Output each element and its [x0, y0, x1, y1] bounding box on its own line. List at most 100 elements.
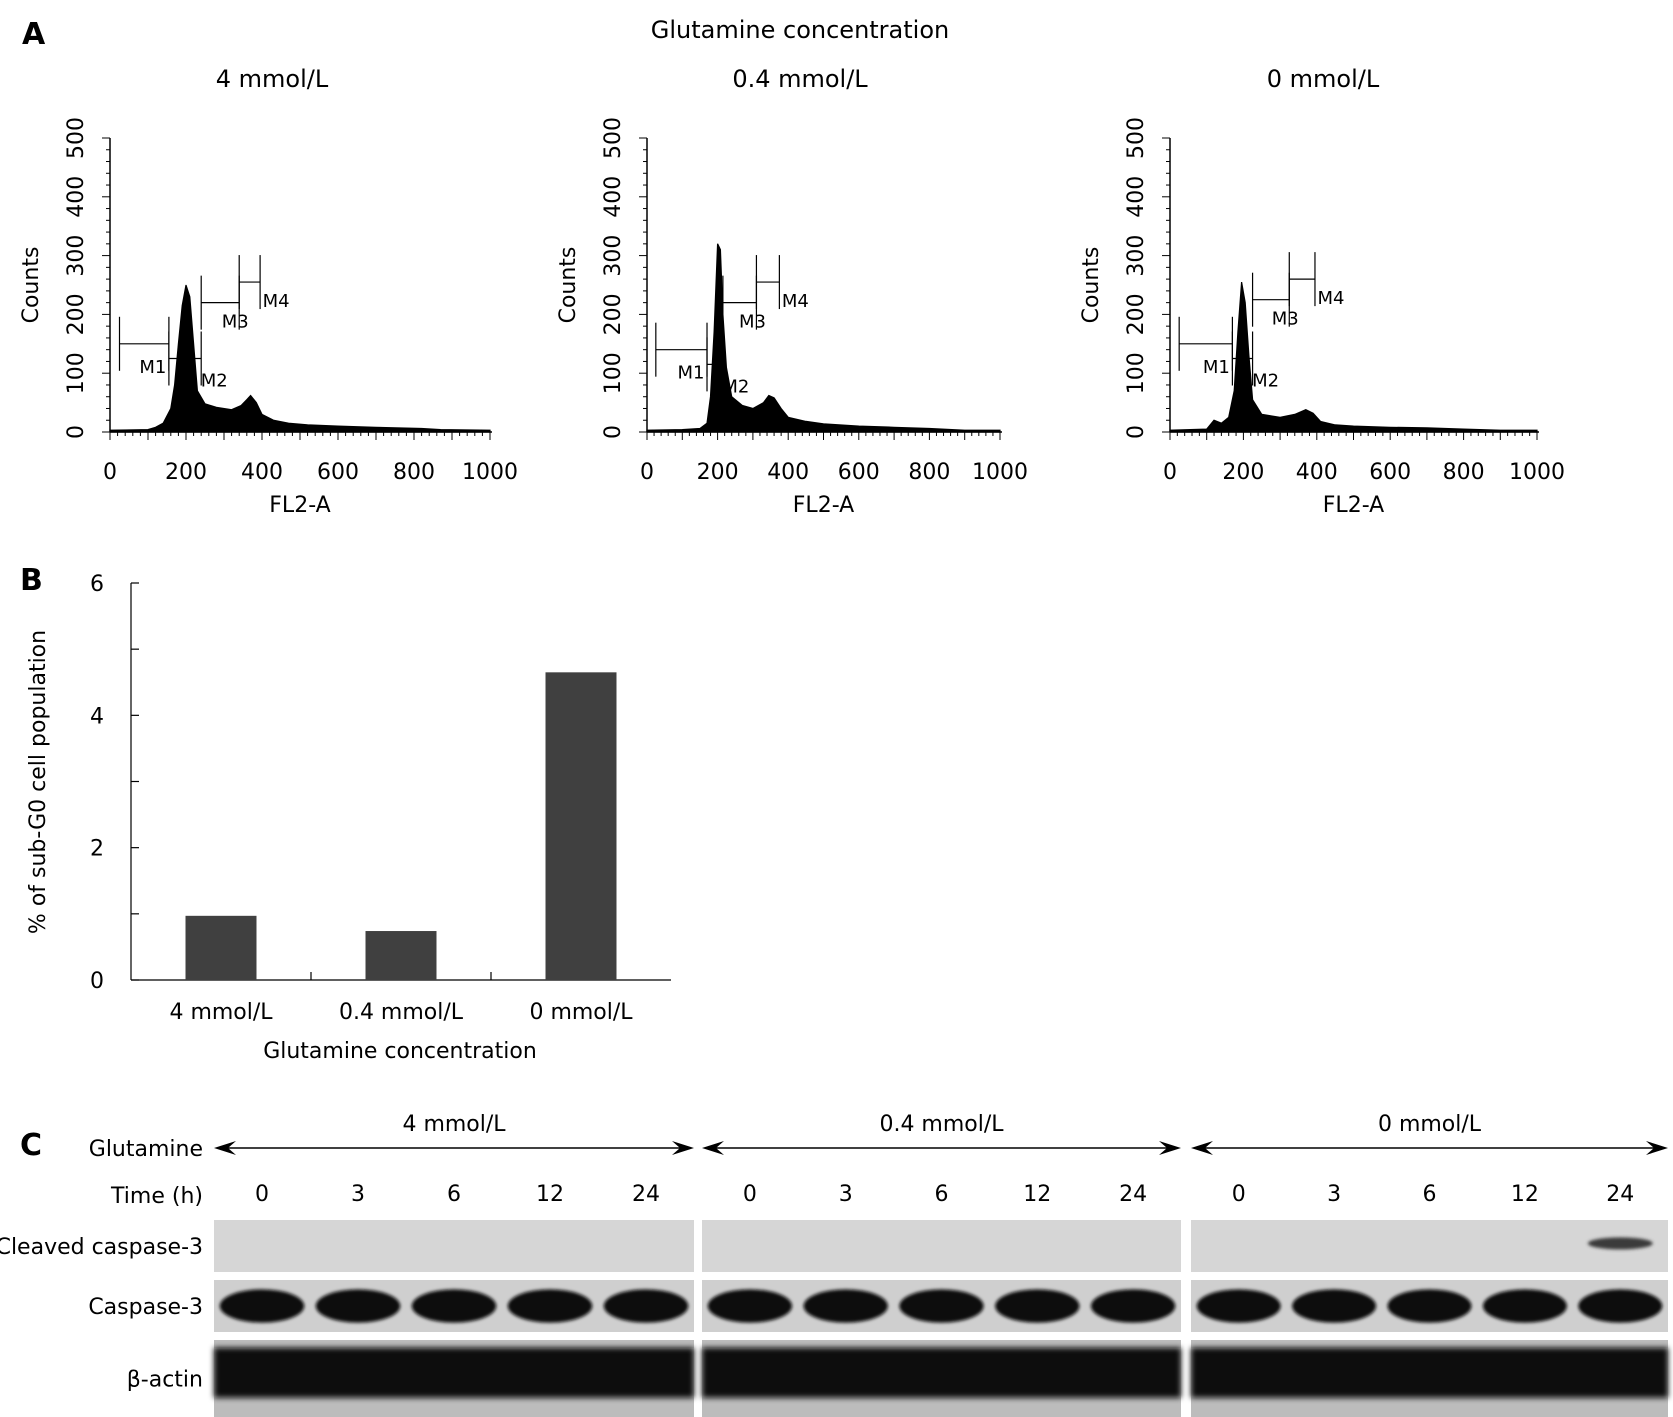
- y-tick-label: 0: [90, 969, 104, 994]
- y-tick-label: 400: [64, 176, 89, 218]
- y-tick-label: 0: [64, 425, 89, 439]
- actin-band: [214, 1347, 694, 1398]
- histogram-3: 0 mmol/L 0 200 400 600 800 1000 0 100 200 300 400 50…: [1079, 65, 1565, 518]
- y-tick-label: 300: [64, 235, 89, 277]
- blot-strip: [702, 1220, 1181, 1272]
- caspase3-band: [507, 1289, 593, 1323]
- gate-label: M4: [1317, 288, 1344, 309]
- x-tick-label: 0: [640, 460, 654, 485]
- y-tick-label: 4: [90, 704, 104, 729]
- y-tick-label: 2: [90, 837, 104, 862]
- y-tick-label: 100: [64, 352, 89, 394]
- y-tick-label: 0: [1124, 425, 1149, 439]
- caspase3-band: [1090, 1289, 1176, 1323]
- blot-strip: [214, 1220, 694, 1272]
- histogram-title: 0 mmol/L: [1267, 65, 1380, 93]
- arrow-left-head: [702, 1141, 724, 1155]
- y-tick-label: 500: [1124, 117, 1149, 159]
- time-point-label: 0: [743, 1182, 757, 1207]
- caspase3-band: [1196, 1289, 1281, 1323]
- y-tick-label: 200: [64, 293, 89, 335]
- histogram-silhouette: [1169, 281, 1538, 433]
- arrow-left-head: [1191, 1141, 1213, 1155]
- x-tick-label: 800: [393, 460, 435, 485]
- x-tick-label: 200: [1222, 460, 1264, 485]
- y-tick-label: 0: [601, 425, 626, 439]
- group-concentration-label: 0.4 mmol/L: [879, 1112, 1004, 1137]
- x-tick-label: 4 mmol/L: [169, 1000, 273, 1025]
- y-tick-label: 500: [64, 117, 89, 159]
- time-point-label: 3: [1327, 1182, 1341, 1207]
- gate-marker: M2: [1231, 331, 1279, 392]
- y-tick-label: 400: [1124, 176, 1149, 218]
- y-axis-label: Counts: [1079, 247, 1104, 324]
- panel-c-letter: C: [20, 1128, 42, 1163]
- y-tick-label: 400: [601, 176, 626, 218]
- y-axis-label: % of sub-G0 cell population: [26, 630, 51, 934]
- x-tick-label: 1000: [972, 460, 1028, 485]
- gate-label: M2: [722, 376, 749, 397]
- x-tick-label: 200: [165, 460, 207, 485]
- glutamine-row-label: Glutamine: [89, 1137, 203, 1162]
- arrow-right-head: [1159, 1141, 1181, 1155]
- x-tick-label: 400: [767, 460, 809, 485]
- blot-group-1: 4 mmol/L 0 3 6 12 24: [214, 1112, 694, 1417]
- arrow-right-head: [672, 1141, 694, 1155]
- gate-label: M1: [678, 363, 705, 384]
- y-tick-label: 300: [601, 235, 626, 277]
- gate-marker: M4: [755, 255, 809, 312]
- x-tick-label: 200: [697, 460, 739, 485]
- blot-row-label: Cleaved caspase-3: [0, 1235, 203, 1260]
- histogram-title: 0.4 mmol/L: [732, 65, 868, 93]
- time-point-label: 3: [839, 1182, 853, 1207]
- gate-marker: M4: [238, 255, 290, 312]
- actin-band: [702, 1347, 1181, 1398]
- gate-marker: M4: [1288, 252, 1344, 309]
- blot-group-2: 0.4 mmol/L 0 3 6 12 24: [702, 1112, 1181, 1417]
- y-tick-label: 500: [601, 117, 626, 159]
- gate-marker: M1: [655, 322, 708, 384]
- histogram-1: 4 mmol/L 0 200 400 600 800 1000 0 100 200 300 400 50…: [19, 65, 518, 518]
- x-tick-label: 600: [838, 460, 880, 485]
- histogram-silhouette: [646, 243, 1001, 433]
- gate-marker: M3: [200, 275, 249, 333]
- x-tick-label: 600: [317, 460, 359, 485]
- time-point-label: 24: [1119, 1182, 1147, 1207]
- x-tick-label: 1000: [1509, 460, 1565, 485]
- time-point-label: 3: [351, 1182, 365, 1207]
- y-axis-label: Counts: [19, 247, 44, 324]
- panel-a-header: Glutamine concentration: [651, 16, 949, 44]
- bar-chart: 0 2 4 6 4 mmol/L 0.4 mmol/L 0 mmol/L Glutamine …: [26, 572, 671, 1064]
- blot-group-3: 0 mmol/L 0 3 6 12 24: [1191, 1112, 1668, 1417]
- y-tick-label: 300: [1124, 235, 1149, 277]
- gate-label: M1: [139, 357, 166, 378]
- x-tick-label: 1000: [462, 460, 518, 485]
- gate-marker: M1: [118, 316, 170, 378]
- caspase3-band: [219, 1289, 305, 1323]
- y-axis-label: Counts: [556, 247, 581, 324]
- gate-marker: M2: [706, 337, 749, 397]
- gate-label: M2: [201, 371, 228, 392]
- x-axis-label: Glutamine concentration: [263, 1039, 537, 1064]
- bar: [545, 672, 617, 980]
- caspase3-band: [1387, 1289, 1472, 1323]
- group-concentration-label: 0 mmol/L: [1378, 1112, 1482, 1137]
- caspase3-band: [995, 1289, 1080, 1323]
- gate-label: M3: [222, 312, 249, 333]
- x-axis-label: FL2-A: [793, 493, 854, 518]
- time-point-label: 0: [1232, 1182, 1246, 1207]
- x-axis-label: FL2-A: [269, 493, 330, 518]
- caspase3-band: [603, 1289, 689, 1323]
- bar: [365, 931, 437, 980]
- gate-marker: M3: [1251, 272, 1299, 330]
- bar: [185, 915, 257, 980]
- gate-label: M1: [1203, 357, 1230, 378]
- gate-label: M4: [263, 291, 290, 312]
- gate-label: M4: [782, 291, 809, 312]
- panel-b-letter: B: [20, 563, 43, 598]
- gate-marker: M1: [1178, 316, 1233, 378]
- actin-band: [1191, 1347, 1668, 1398]
- x-tick-label: 600: [1369, 460, 1411, 485]
